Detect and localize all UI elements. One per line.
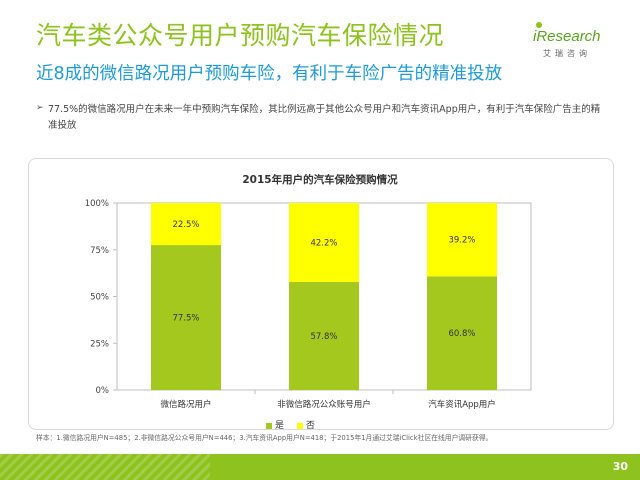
- legend-swatch-no: [296, 422, 303, 429]
- x-tick-label: 微信路况用户: [160, 399, 211, 410]
- legend-label-no: 否: [305, 421, 315, 431]
- bottom-bar: 30: [0, 454, 640, 480]
- legend-swatch-yes: [266, 422, 272, 429]
- iresearch-logo: iResearch 艾瑞咨询: [533, 20, 615, 64]
- y-tick-label: 25%: [90, 339, 109, 349]
- bar-yes: [151, 245, 221, 390]
- y-tick-label: 100%: [85, 199, 109, 209]
- footnote: 样本：1.微信路况用户N=485；2.非微信路况公众号用户N=446；3.汽车资…: [36, 434, 493, 442]
- data-label: 22.5%: [172, 220, 199, 230]
- logo-sub-text: 艾瑞咨询: [543, 49, 591, 58]
- legend-label-yes: 是: [275, 421, 285, 431]
- y-tick-label: 75%: [90, 246, 109, 256]
- data-label: 57.8%: [310, 332, 337, 342]
- legend-item-yes: 是: [266, 418, 284, 431]
- bullet-text: 77.5%的微信路况用户在未来一年中预购汽车保险，其比例远高于其他公众号用户和汽…: [48, 104, 601, 131]
- logo-main-text: iResearch: [533, 28, 601, 45]
- bar-no: [289, 203, 359, 282]
- bottom-stripes: [0, 454, 210, 480]
- bar-yes: [289, 281, 359, 390]
- page-number: 30: [612, 460, 628, 473]
- bar-yes: [427, 276, 497, 390]
- page-subtitle: 近8成的微信路况用户预购车险，有利于车险广告的精准投放: [36, 64, 503, 84]
- bar-no: [151, 203, 221, 246]
- data-label: 42.2%: [310, 238, 337, 248]
- x-tick-label: 非微信路况公众账号用户: [277, 399, 371, 410]
- page-title: 汽车类公众号用户预购汽车保险情况: [36, 21, 445, 50]
- bar-no: [427, 203, 497, 277]
- y-tick-label: 0%: [96, 386, 110, 396]
- logo-dot-icon: [536, 22, 542, 28]
- x-tick-label: 汽车资讯App用户: [428, 399, 496, 410]
- data-label: 39.2%: [448, 236, 475, 246]
- chart-title: 2015年用户的汽车保险预购情况: [242, 174, 398, 186]
- data-label: 60.8%: [448, 329, 475, 339]
- chart-legend: 是 否: [266, 418, 325, 431]
- data-label: 77.5%: [172, 314, 199, 324]
- legend-item-no: 否: [296, 418, 315, 431]
- y-tick-label: 50%: [90, 293, 109, 303]
- bullet-arrow-icon: ➢: [36, 103, 44, 113]
